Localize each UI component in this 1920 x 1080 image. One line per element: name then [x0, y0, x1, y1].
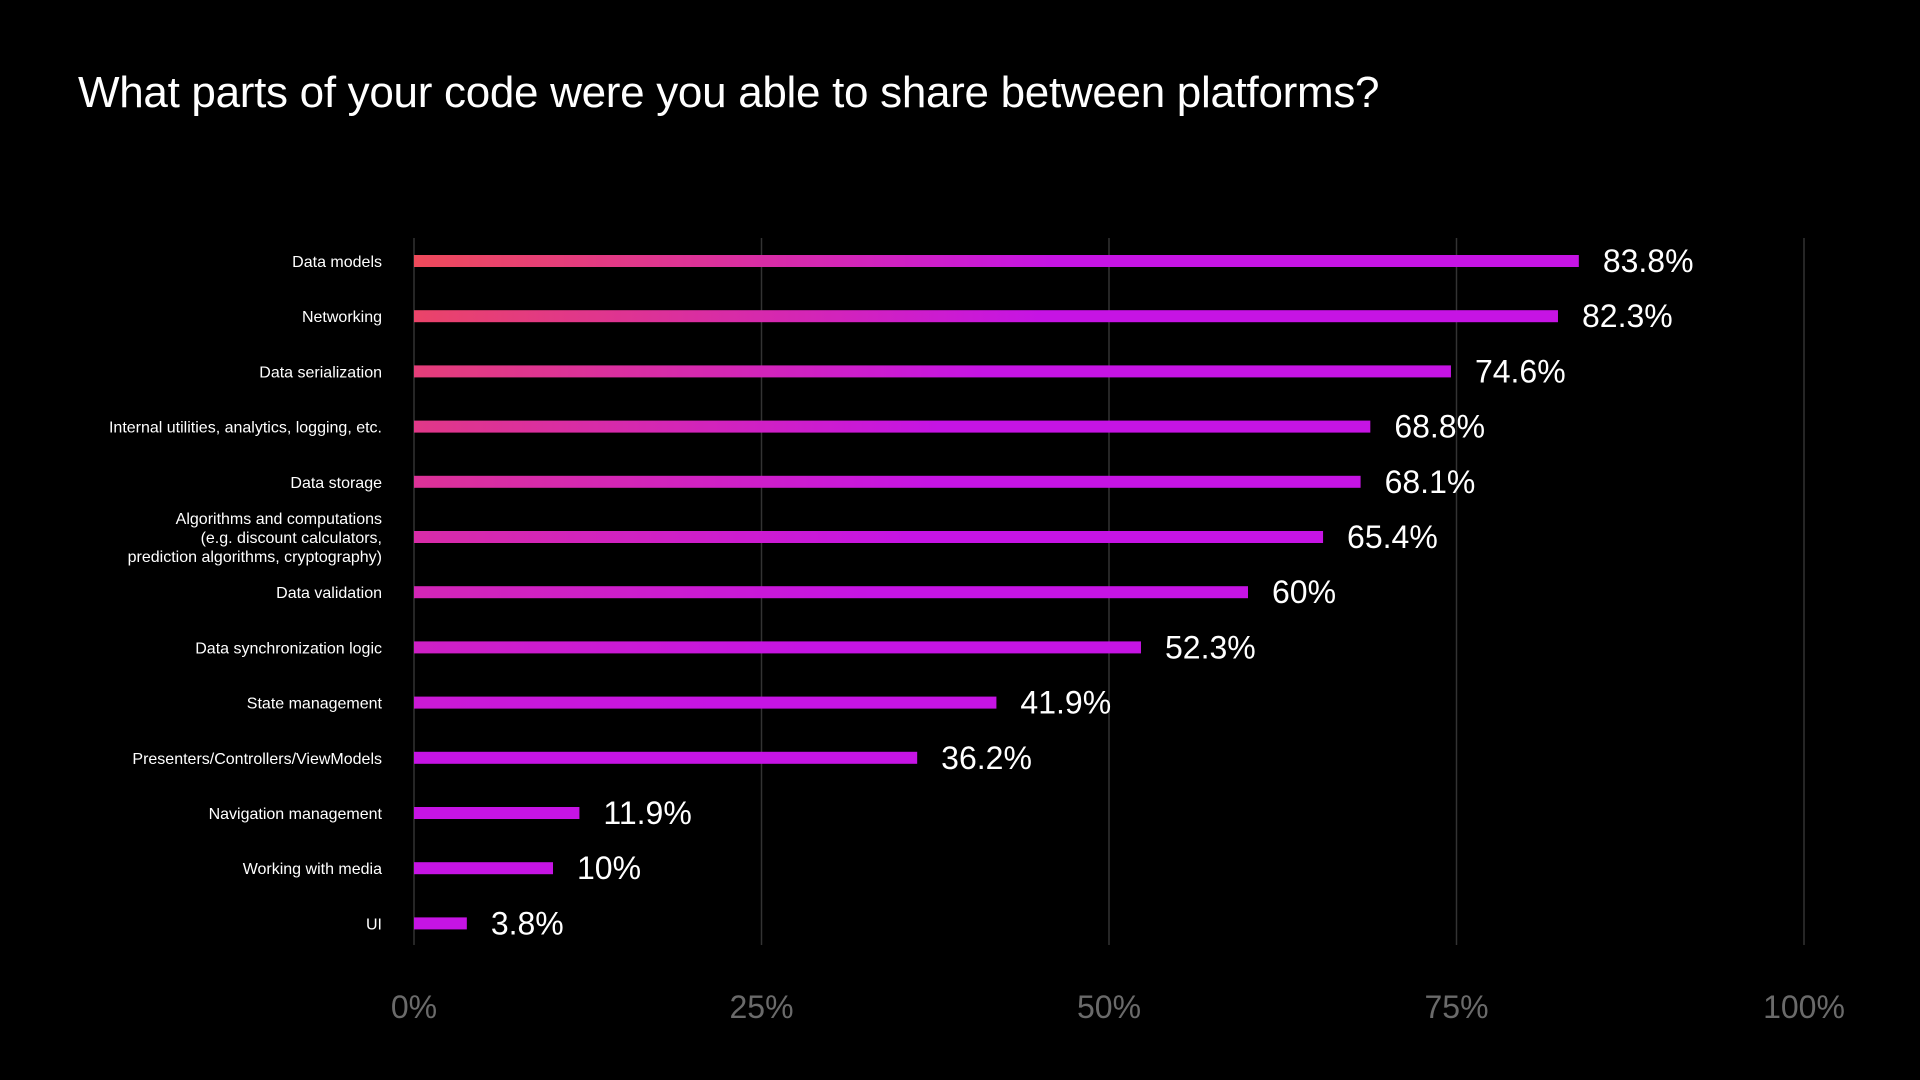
x-tick-label: 0%: [391, 989, 437, 1025]
category-label: Algorithms and computations: [176, 511, 382, 528]
category-label: Data models: [292, 254, 382, 271]
value-label: 65.4%: [1347, 519, 1438, 555]
category-label: Internal utilities, analytics, logging, …: [109, 420, 382, 437]
bar: [414, 917, 467, 930]
bar: [414, 310, 1558, 323]
value-label: 36.2%: [941, 740, 1032, 776]
bar: [414, 641, 1141, 654]
value-label: 41.9%: [1020, 685, 1111, 721]
value-label: 10%: [577, 850, 641, 886]
category-label: Presenters/Controllers/ViewModels: [132, 751, 382, 768]
value-label: 11.9%: [603, 795, 691, 831]
category-label: State management: [247, 696, 383, 713]
category-label: (e.g. discount calculators,: [201, 530, 382, 547]
category-label: prediction algorithms, cryptography): [128, 549, 382, 566]
category-label: Data storage: [290, 475, 382, 492]
bar: [414, 586, 1248, 599]
value-label: 3.8%: [491, 905, 564, 941]
value-label: 82.3%: [1582, 298, 1673, 334]
category-label: Data serialization: [259, 364, 382, 381]
x-tick-label: 100%: [1763, 989, 1845, 1025]
bar: [414, 420, 1371, 433]
value-label: 68.8%: [1394, 409, 1485, 445]
category-label: Data validation: [276, 585, 382, 602]
category-label: UI: [366, 916, 382, 933]
value-label: 83.8%: [1603, 243, 1694, 279]
x-tick-label: 25%: [729, 989, 793, 1025]
category-label: Data synchronization logic: [195, 640, 382, 657]
bar: [414, 531, 1324, 543]
bar: [414, 862, 553, 875]
category-label: Networking: [302, 309, 382, 326]
bar: [414, 255, 1579, 267]
value-label: 52.3%: [1165, 629, 1256, 665]
category-label: Navigation management: [209, 806, 383, 823]
value-label: 74.6%: [1475, 353, 1566, 389]
value-label: 60%: [1272, 574, 1336, 610]
bar: [414, 365, 1451, 378]
category-label: Working with media: [243, 861, 382, 878]
chart-title: What parts of your code were you able to…: [78, 68, 1380, 117]
bar: [414, 475, 1361, 488]
x-tick-label: 50%: [1077, 989, 1141, 1025]
bar: [414, 751, 918, 764]
bar: [414, 807, 580, 819]
x-tick-label: 75%: [1424, 989, 1488, 1025]
value-label: 68.1%: [1385, 464, 1476, 500]
bar: [414, 696, 997, 709]
